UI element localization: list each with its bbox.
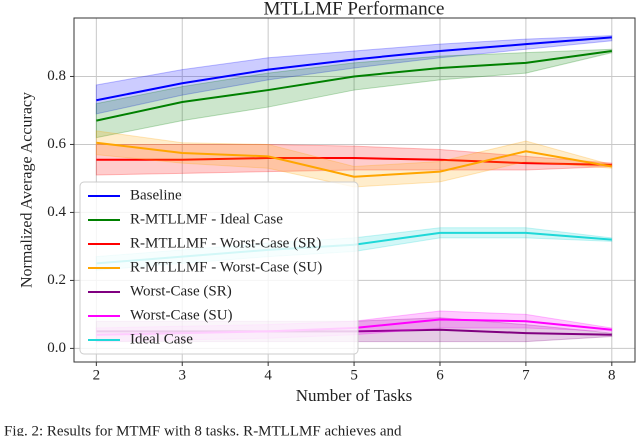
y-tick-label: 0.2 bbox=[47, 272, 66, 288]
confidence-band bbox=[95, 130, 613, 188]
legend-label: R-MTLLMF - Worst-Case (SU) bbox=[130, 259, 322, 275]
series-line bbox=[96, 36, 612, 102]
x-tick-label: 2 bbox=[93, 367, 101, 383]
y-tick-label: 0.8 bbox=[47, 68, 66, 84]
x-tick-label: 5 bbox=[350, 367, 358, 383]
chart-title: MTLLMF Performance bbox=[264, 0, 445, 19]
x-tick-label: 7 bbox=[522, 367, 530, 383]
caption: Fig. 2: Results for MTMF with 8 tasks. R… bbox=[4, 423, 402, 436]
confidence-band bbox=[95, 35, 613, 115]
x-tick-label: 3 bbox=[178, 367, 186, 383]
legend-label: Ideal Case bbox=[130, 331, 193, 347]
y-tick-label: 0.4 bbox=[47, 204, 66, 220]
y-tick-label: 0.6 bbox=[47, 136, 66, 152]
y-axis-label: Normalized Average Accuracy bbox=[19, 92, 36, 288]
legend-label: R-MTLLMF - Ideal Case bbox=[130, 211, 283, 227]
legend-label: Worst-Case (SR) bbox=[130, 283, 232, 299]
y-tick-label: 0.0 bbox=[47, 340, 66, 356]
x-tick-label: 4 bbox=[264, 367, 272, 383]
legend-label: Worst-Case (SU) bbox=[130, 307, 233, 323]
legend-label: R-MTLLMF - Worst-Case (SR) bbox=[130, 235, 321, 251]
series-line bbox=[96, 141, 612, 178]
x-tick-label: 6 bbox=[436, 367, 444, 383]
legend-box bbox=[79, 181, 359, 355]
x-axis-label: Number of Tasks bbox=[296, 386, 413, 405]
series-line bbox=[96, 49, 612, 122]
legend-label: Baseline bbox=[130, 187, 182, 203]
confidence-band bbox=[95, 48, 613, 139]
plot-frame bbox=[73, 17, 636, 363]
x-tick-label: 8 bbox=[608, 367, 616, 383]
series-line bbox=[96, 157, 612, 166]
